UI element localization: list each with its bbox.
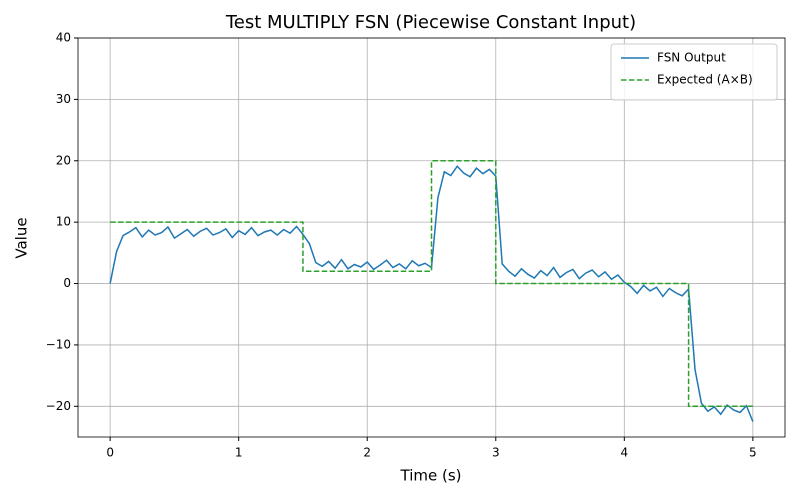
x-tick-label: 3: [492, 446, 500, 460]
chart-title: Test MULTIPLY FSN (Piecewise Constant In…: [225, 12, 636, 33]
y-tick-label: 30: [56, 92, 71, 106]
plot-frame: [77, 37, 786, 438]
legend-label: FSN Output: [657, 51, 726, 65]
y-tick-label: 0: [63, 276, 71, 290]
y-tick-label: 10: [56, 215, 71, 229]
data-line: [110, 160, 753, 408]
x-tick-label: 1: [235, 446, 243, 460]
legend-box: [610, 43, 778, 101]
y-tick-label: −20: [46, 399, 71, 413]
y-axis-label: Value: [13, 217, 31, 258]
y-tick-label: −10: [46, 337, 71, 351]
x-tick-label: 5: [749, 446, 757, 460]
x-tick-label: 2: [363, 446, 371, 460]
y-tick-label: 40: [56, 31, 71, 45]
legend-label: Expected (A×B): [657, 73, 753, 87]
x-axis-label: Time (s): [400, 467, 462, 485]
x-tick-label: 0: [106, 446, 114, 460]
x-tick-label: 4: [620, 446, 628, 460]
y-tick-label: 20: [56, 153, 71, 167]
